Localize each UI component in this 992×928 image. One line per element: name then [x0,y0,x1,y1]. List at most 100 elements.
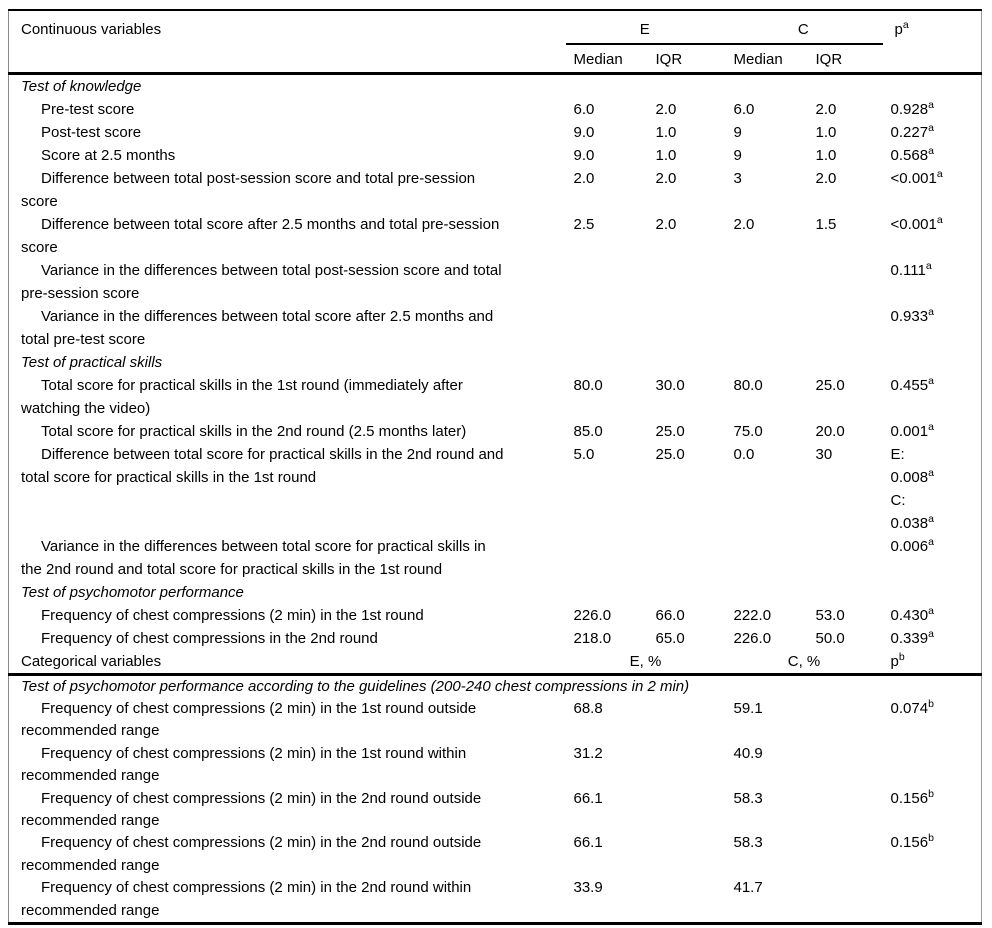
p-value-superscript: b [928,832,934,845]
variable-label: Variance in the differences between tota… [21,307,494,348]
value-cell: 80.0 [573,376,603,394]
section-row: Test of knowledge [9,73,982,98]
continuous-variables-body: Test of knowledge Pre-test score 6.0 2.0 6.0… [9,73,982,650]
p-value-text: <0.001 [890,215,937,233]
value-cell [808,305,883,351]
p-value-superscript: a [928,512,934,525]
p-value-cell: 0.455a [883,374,982,420]
section-row: Test of practical skills [9,351,982,374]
value-cell: 2.0 [733,215,755,233]
variable-label: Frequency of chest compressions in the 2… [41,629,378,647]
p-value-text: 0.074 [890,699,929,717]
variable-row: Frequency of chest compressions (2 min) … [9,698,982,743]
variable-row: Frequency of chest compressions (2 min) … [9,604,982,627]
e-median-header: Median [565,44,648,75]
p-value-superscript: a [936,167,943,180]
p-value-text: 0.568 [890,146,929,164]
p-value-text: 0.111 [890,261,926,279]
header-row-groups: Continuous variables E C pa [8,10,982,75]
value-cell [726,535,808,581]
p-value-line: 0.933a [891,305,982,328]
p-value-superscript: a [928,144,934,157]
variable-row: Frequency of chest compressions (2 min) … [9,788,982,833]
variable-row: Pre-test score 6.0 2.0 6.0 2.0 0.928a [9,98,982,121]
value-cell: 25.0 [655,422,685,440]
variable-label: Post-test score [41,123,142,141]
variable-row: Total score for practical skills in the … [9,374,982,420]
variable-label: Pre-test score [41,100,135,118]
p-value-cell: 0.156b [883,788,982,833]
value-cell: 58.3 [733,834,763,852]
value-cell: 2.0 [573,169,595,187]
value-cell: 53.0 [815,606,845,624]
value-cell: 2.0 [655,215,677,233]
variable-label: Difference between total post-session sc… [21,169,476,210]
c-iqr-header: IQR [807,44,883,75]
p-value-text: 0.156 [890,789,929,807]
value-cell: 2.5 [573,215,595,233]
group-labels: E C [566,21,883,38]
value-cell: 222.0 [733,606,772,624]
continuous-variables-header: Continuous variables [8,10,566,75]
section-label: Test of practical skills [21,353,163,371]
p-value-text: 0.156 [890,834,929,852]
p-value-text: 0.430 [890,606,929,624]
value-cell: 9.0 [573,146,595,164]
p-value-cell: 0.006a [883,535,982,581]
value-cell: 30.0 [655,376,685,394]
p-value-cell [883,743,982,788]
p-value-line: 0.074b [891,698,982,720]
p-value-line: 0.227a [891,121,982,144]
p-value-text: E: [890,445,905,463]
variable-row: Post-test score 9.0 1.0 9 1.0 0.227a [9,121,982,144]
value-cell [808,259,883,305]
variable-row: Frequency of chest compressions (2 min) … [9,877,982,923]
p-value-cell: 0.001a [883,420,982,443]
variable-label: Frequency of chest compressions (2 min) … [21,744,467,785]
value-cell: 75.0 [733,422,763,440]
p-value-superscript: a [936,213,943,226]
value-cell: 9 [733,146,742,164]
value-cell [566,535,648,581]
p-value-superscript: a [928,98,934,111]
p-value-cell: 0.339a [883,627,982,650]
variable-row: Total score for practical skills in the … [9,420,982,443]
p-column-header: pa [882,10,982,75]
variable-label: Frequency of chest compressions (2 min) … [21,834,482,874]
p-value-cell: 0.568a [883,144,982,167]
p-value-superscript: a [928,121,934,134]
p-value-cell: 0.227a [883,121,982,144]
variable-row: Variance in the differences between tota… [9,305,982,351]
value-cell: 226.0 [733,629,772,647]
p-value-superscript: b [928,697,934,710]
value-cell: 66.1 [573,789,603,807]
variable-row: Frequency of chest compressions (2 min) … [9,743,982,788]
variable-row: Variance in the differences between tota… [9,535,982,581]
p-value-text: 0.038 [890,514,929,532]
p-value-cell: 0.928a [883,98,982,121]
categorical-header-row: Categorical variables E, % C, % pb [8,649,982,676]
p-value-line: <0.001a [891,167,982,190]
value-cell: 5.0 [573,445,595,463]
p-value-line: 0.111a [891,259,982,282]
p-value-line: 0.928a [891,98,982,121]
p-value-cell [883,877,982,923]
value-cell [566,259,648,305]
p-value-text: <0.001 [890,169,937,187]
value-cell: 1.0 [815,146,837,164]
value-cell: 31.2 [573,744,603,762]
p-value-text: 0.001 [890,422,929,440]
value-cell: 58.3 [733,789,763,807]
section-row: Test of psychomotor performance [9,581,982,604]
p-value-superscript: a [928,604,934,617]
value-cell [726,305,808,351]
p-b-header-superscript: b [898,650,905,663]
p-value-text: 0.928 [890,100,929,118]
value-cell: 50.0 [815,629,845,647]
p-value-cell: 0.111a [883,259,982,305]
value-cell: 66.1 [573,834,603,852]
variable-label: Variance in the differences between tota… [21,261,502,302]
p-value-line: 0.038a [891,512,982,535]
variable-row: Frequency of chest compressions in the 2… [9,627,982,650]
